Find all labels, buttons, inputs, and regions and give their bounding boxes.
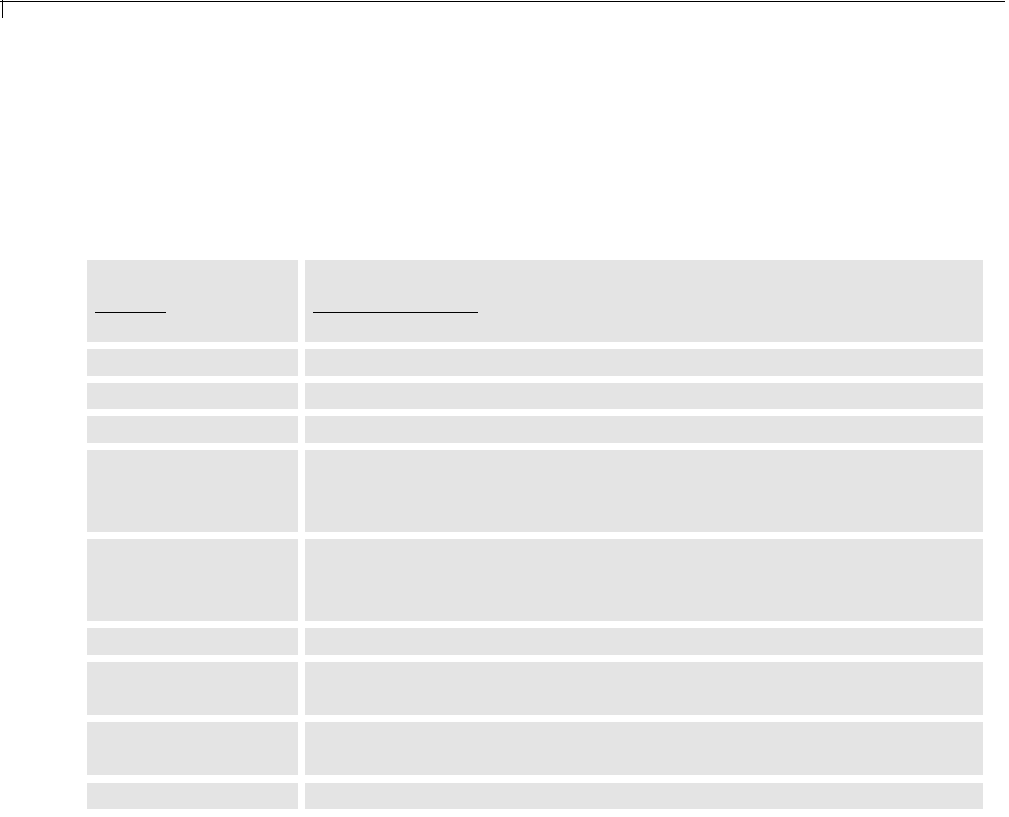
table-cell [305,628,983,655]
table-cell [305,450,983,532]
table-cell [87,628,298,655]
table-cell [87,662,298,715]
top-rule [0,1,1005,2]
header-underline [95,312,166,313]
table-cell [87,783,298,809]
table-cell [305,349,983,376]
table-cell [87,450,298,532]
table-cell [87,383,298,409]
table-cell [305,383,983,409]
table-cell [87,539,298,621]
table-cell [305,539,983,621]
table-cell [87,349,298,376]
header-cell [87,260,298,342]
table-cell [305,783,983,809]
table-cell [305,416,983,443]
table-cell [305,722,983,775]
header-cell [305,260,983,342]
header-underline [313,312,478,313]
table-cell [87,416,298,443]
table-cell [305,662,983,715]
margin-mark [2,0,3,18]
table-cell [87,722,298,775]
